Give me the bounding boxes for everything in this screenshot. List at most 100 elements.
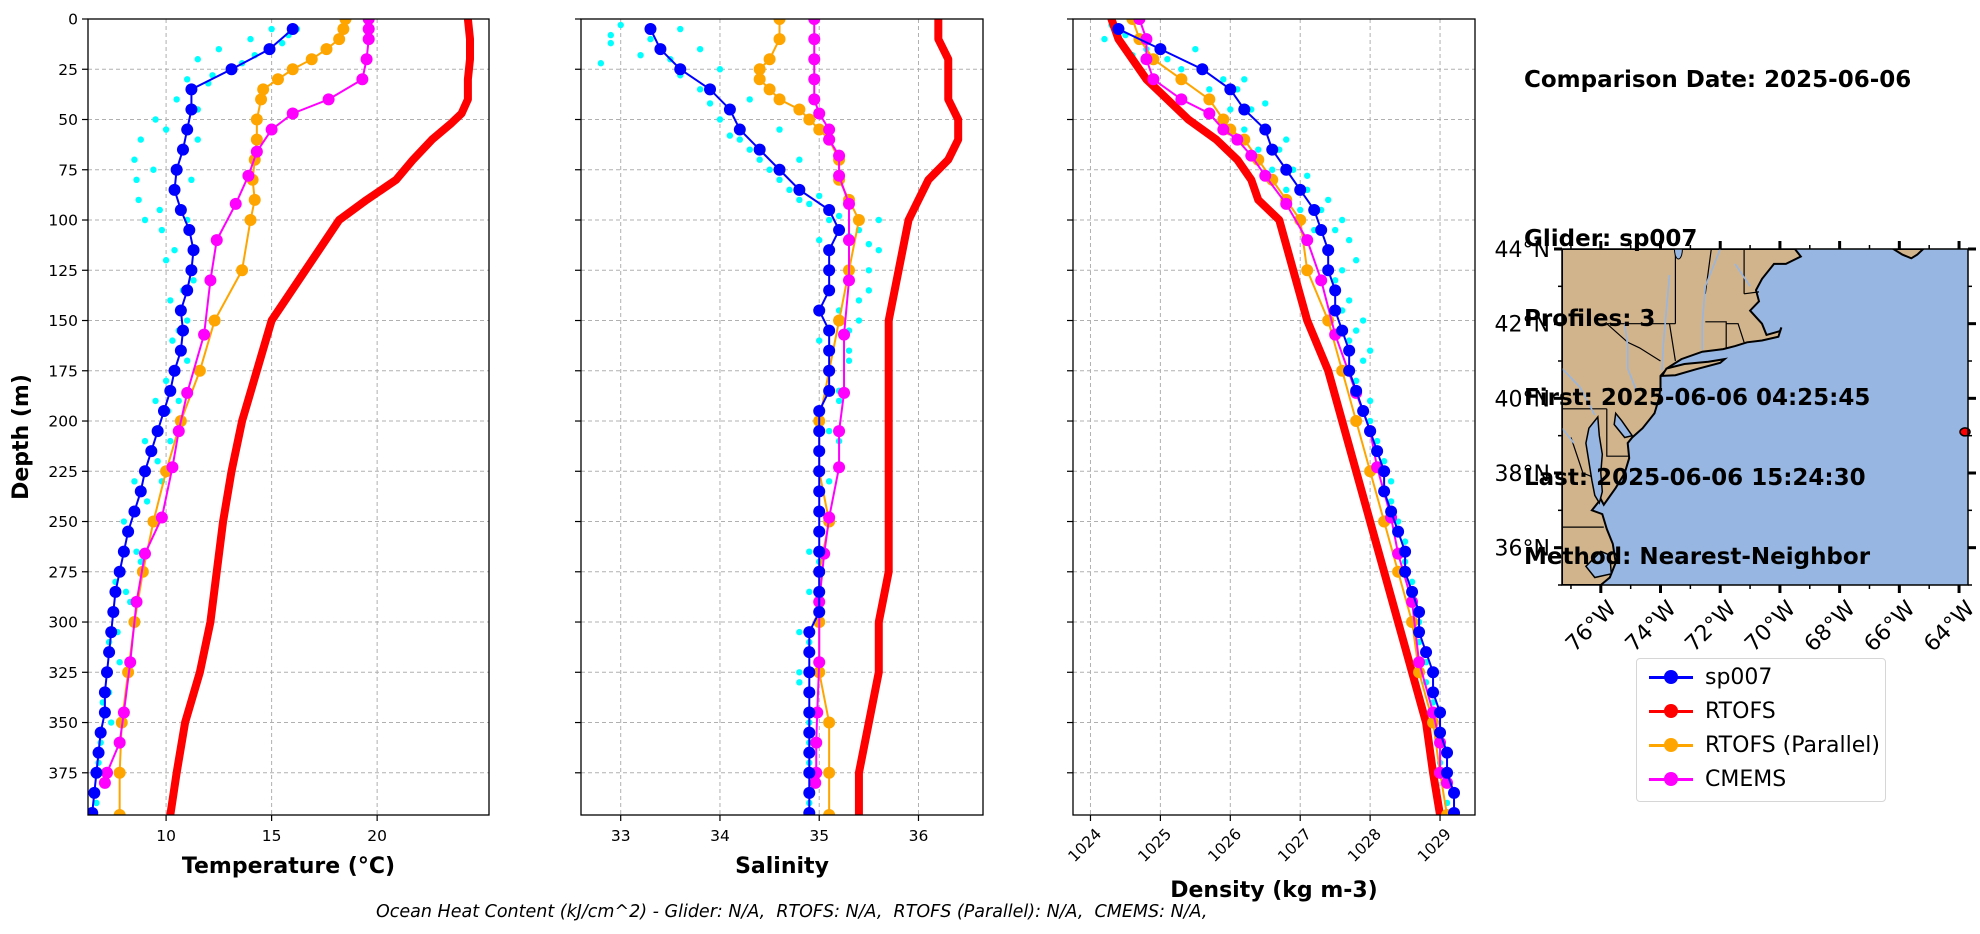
series-point-parallel (305, 53, 318, 66)
raw-point (647, 35, 654, 43)
series-point-glider (286, 23, 299, 36)
series-rtofs (166, 19, 475, 815)
series-point-cmems (204, 274, 217, 287)
y-tick-label: 300 (48, 614, 78, 632)
series-point-glider (113, 565, 126, 578)
series-point-parallel (271, 73, 284, 86)
raw-point (865, 240, 873, 248)
x-tick-label: 1026 (1204, 825, 1245, 866)
y-ticks (1067, 18, 1073, 774)
series-point-glider (1224, 83, 1237, 96)
series-point-cmems (155, 511, 168, 524)
raw-point (825, 216, 833, 224)
raw-point (1366, 417, 1374, 425)
series-point-glider (803, 626, 816, 639)
raw-point (806, 588, 813, 596)
raw-point (816, 236, 823, 244)
raw-point (1338, 267, 1346, 274)
series-point-parallel (286, 63, 299, 76)
series-point-glider (103, 646, 116, 659)
lon-tick-label: 68°W (1800, 596, 1861, 657)
series-point-parallel (113, 766, 126, 779)
series-point-glider (813, 425, 826, 438)
series-point-glider (803, 666, 816, 679)
series-line-parallel (1131, 19, 1449, 815)
series-glider (644, 23, 846, 815)
series-point-glider (823, 384, 836, 397)
series-point-cmems (1315, 274, 1328, 287)
state-border (1606, 323, 1661, 362)
raw-point (1331, 277, 1339, 284)
chesapeake-bay (1585, 415, 1604, 505)
series-point-glider (644, 23, 657, 36)
raw-point (167, 297, 174, 304)
series-point-glider (157, 404, 170, 417)
series-point-glider (803, 686, 816, 699)
series-point-glider (98, 706, 111, 719)
raw-point (637, 51, 644, 59)
series-point-glider (654, 43, 667, 56)
series-line-cmems (1138, 19, 1448, 784)
raw-point (1359, 317, 1367, 324)
series-line-glider (649, 28, 841, 813)
raw-point (1352, 377, 1360, 385)
raw-point (122, 588, 130, 596)
delaware-bay (1613, 411, 1634, 439)
raw-point (1387, 478, 1395, 485)
series-point-glider (1448, 806, 1461, 815)
lat-tick-label: 44°N (1495, 238, 1550, 263)
raw-point (215, 45, 223, 53)
series-point-parallel (852, 214, 865, 227)
series-point-cmems (265, 123, 278, 136)
raw-point (116, 659, 123, 666)
series-point-glider (1399, 545, 1412, 558)
raw-point (617, 21, 624, 29)
map-inner (1562, 249, 1968, 585)
state-border (1726, 323, 1745, 343)
x-axis-label: Salinity (735, 854, 829, 879)
series-glider (1112, 23, 1461, 815)
raw-point (158, 226, 166, 234)
axes-frame (580, 18, 984, 816)
river (1562, 367, 1596, 416)
plot-area (597, 19, 963, 815)
raw-point (1227, 106, 1234, 113)
raw-point (194, 56, 201, 63)
raw-point (1401, 538, 1409, 545)
series-point-cmems (1259, 169, 1272, 182)
raw-point (806, 548, 813, 555)
series-line-rtofs (166, 19, 475, 815)
series-point-cmems (1245, 149, 1258, 162)
series-point-cmems (166, 461, 179, 474)
raw-point (150, 166, 157, 173)
series-point-glider (1427, 666, 1440, 679)
series-point-glider (263, 43, 276, 56)
series-point-parallel (248, 193, 261, 206)
raw-point (845, 357, 853, 364)
series-point-glider (181, 284, 194, 297)
series-parallel (113, 19, 352, 815)
comparison-date: Comparison Date: 2025-06-06 (1524, 67, 1912, 93)
series-point-glider (1406, 585, 1419, 598)
raw-point (143, 498, 151, 505)
y-tick-label: 250 (48, 513, 78, 531)
series-point-cmems (823, 133, 836, 146)
series-point-glider (94, 726, 107, 739)
raw-point (806, 200, 813, 208)
series-point-glider (704, 83, 717, 96)
series-point-glider (1329, 284, 1342, 297)
series-point-cmems (808, 33, 821, 46)
long-island (1660, 357, 1729, 377)
y-tick-label: 325 (48, 664, 78, 682)
series-point-parallel (1350, 415, 1363, 428)
raw-point (1255, 146, 1262, 153)
raw-point (131, 478, 138, 485)
plot-area (88, 19, 475, 815)
raw-point (875, 246, 882, 254)
y-tick-label: 350 (48, 714, 78, 732)
y-tick-label: 200 (48, 413, 78, 431)
series-point-glider (813, 545, 826, 558)
series-point-glider (1196, 63, 1209, 76)
lon-tick-label: 72°W (1681, 596, 1742, 657)
series-point-cmems (843, 197, 855, 210)
